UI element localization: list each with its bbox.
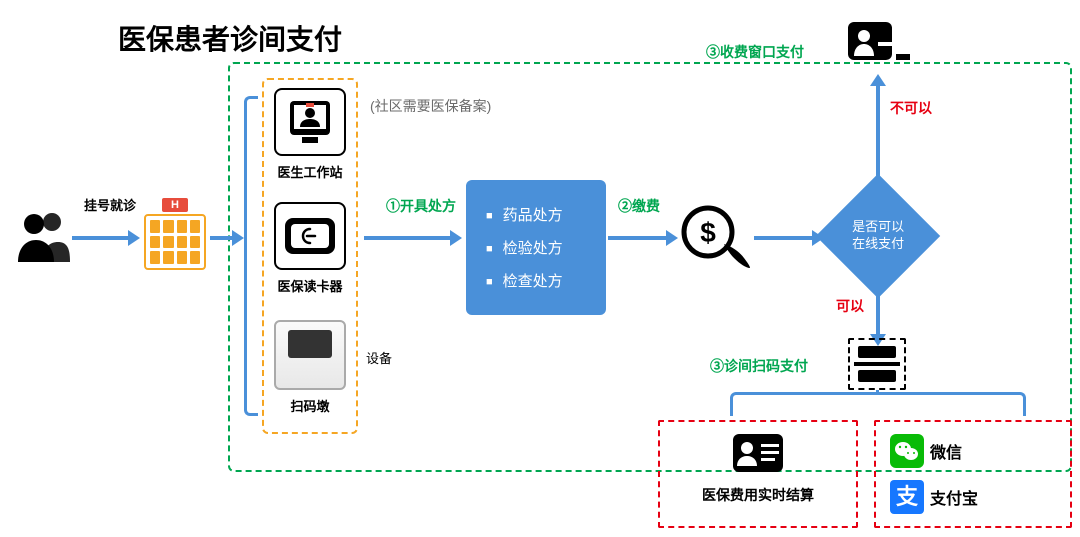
rx-drug: 药品处方 <box>486 198 586 231</box>
scanner-label: 扫码墩 <box>272 396 348 415</box>
arrow-up <box>876 84 880 184</box>
doctor-station-label: 医生工作站 <box>272 162 348 181</box>
community-note: (社区需要医保备案) <box>370 96 491 116</box>
svg-text:$: $ <box>700 217 716 248</box>
scanner-icon <box>274 320 346 390</box>
doctor-icon <box>274 88 346 156</box>
hospital-sign: H <box>162 198 188 212</box>
wechat-icon <box>890 434 924 468</box>
device-label: 设备 <box>366 348 392 367</box>
counter-icon <box>846 20 910 68</box>
diagram-title: 医保患者诊间支付 <box>118 18 342 58</box>
payment-icon: $ <box>680 204 752 268</box>
step3-scan-label: ③诊间扫码支付 <box>710 356 808 376</box>
rx-lab: 检验处方 <box>486 231 586 264</box>
step3-counter-label: ③收费窗口支付 <box>706 42 804 62</box>
decision-line1: 是否可以 <box>852 219 904 234</box>
branch-no: 不可以 <box>890 98 932 118</box>
arrow-4 <box>608 236 668 240</box>
arrow-down <box>876 288 880 336</box>
hospital-icon: H <box>144 198 206 270</box>
register-label: 挂号就诊 <box>74 195 146 214</box>
bracket-stem <box>876 390 879 394</box>
alipay-label: 支付宝 <box>930 485 978 509</box>
card-reader-label: 医保读卡器 <box>272 276 348 295</box>
alipay: 支 支付宝 <box>890 480 1056 514</box>
alipay-icon: 支 <box>890 480 924 514</box>
equipment-bracket <box>244 96 258 416</box>
rx-exam: 检查处方 <box>486 264 586 297</box>
step2-label: ②缴费 <box>618 196 660 216</box>
idcard-icon <box>731 432 785 474</box>
arrow-1 <box>72 236 130 240</box>
wechat-pay: 微信 <box>890 434 1056 468</box>
hospital-grid <box>144 214 206 270</box>
scan-bracket <box>730 392 1026 416</box>
settlement-label: 医保费用实时结算 <box>660 485 856 505</box>
arrow-3 <box>364 236 452 240</box>
patients-icon <box>14 210 70 262</box>
decision-line2: 在线支付 <box>852 236 904 251</box>
card-reader-icon <box>274 202 346 270</box>
decision-diamond: 是否可以在线支付 <box>834 192 922 280</box>
arrow-2 <box>210 236 234 240</box>
scanner: 扫码墩 <box>272 320 348 415</box>
step1-label: ①开具处方 <box>386 196 456 216</box>
branch-yes: 可以 <box>836 296 864 316</box>
doctor-station: 医生工作站 <box>272 88 348 181</box>
card-reader: 医保读卡器 <box>272 202 348 295</box>
settlement-box: 医保费用实时结算 <box>658 420 858 528</box>
prescription-box: 药品处方 检验处方 检查处方 <box>466 180 606 315</box>
arrow-5 <box>754 236 814 240</box>
wechat-label: 微信 <box>930 439 962 463</box>
scan-code-icon <box>854 344 900 384</box>
paymethods-box: 微信 支 支付宝 <box>874 420 1072 528</box>
